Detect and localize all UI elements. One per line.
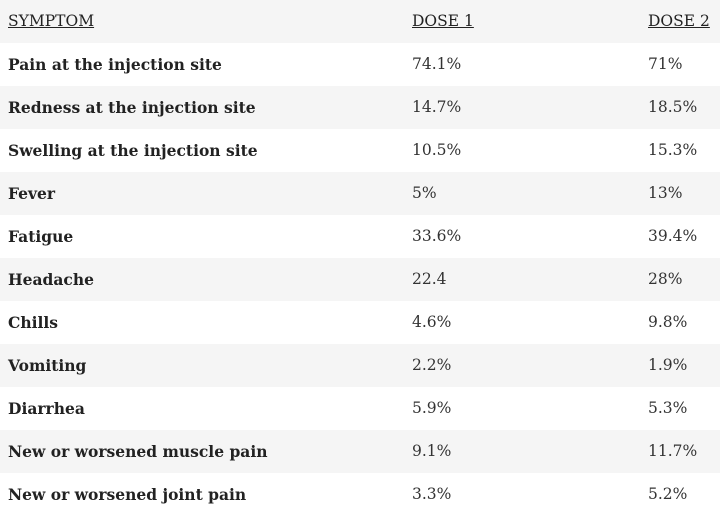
table-row: New or worsened muscle pain 9.1% 11.7% <box>0 430 720 473</box>
dose-2-cell: 9.8% <box>648 312 688 331</box>
symptom-cell: Swelling at the injection site <box>8 140 258 160</box>
header-row: SYMPTOM DOSE 1 DOSE 2 <box>0 0 720 43</box>
dose-2-cell: 5.3% <box>648 398 688 417</box>
dose-1-cell: 5% <box>412 183 437 202</box>
dose-2-cell: 15.3% <box>648 140 698 159</box>
dose-1-cell: 10.5% <box>412 140 462 159</box>
dose-2-cell: 18.5% <box>648 97 698 116</box>
dose-1-cell: 2.2% <box>412 355 452 374</box>
dose-1-cell: 74.1% <box>412 54 462 73</box>
symptom-cell: Fatigue <box>8 226 74 246</box>
symptom-cell: New or worsened muscle pain <box>8 441 268 461</box>
header-dose-2: DOSE 2 <box>648 11 710 30</box>
dose-2-cell: 13% <box>648 183 683 202</box>
symptom-cell: Chills <box>8 312 58 332</box>
dose-1-cell: 22.4 <box>412 269 447 288</box>
dose-2-cell: 71% <box>648 54 683 73</box>
table-row: Swelling at the injection site 10.5% 15.… <box>0 129 720 172</box>
dose-1-cell: 14.7% <box>412 97 462 116</box>
symptom-cell: Fever <box>8 183 56 203</box>
dose-2-cell: 11.7% <box>648 441 698 460</box>
table-row: Headache 22.4 28% <box>0 258 720 301</box>
symptom-cell: Headache <box>8 269 94 289</box>
dose-1-cell: 3.3% <box>412 484 452 503</box>
table-row: Chills 4.6% 9.8% <box>0 301 720 344</box>
dose-2-cell: 39.4% <box>648 226 698 245</box>
table-row: Vomiting 2.2% 1.9% <box>0 344 720 387</box>
dose-1-cell: 4.6% <box>412 312 452 331</box>
table-row: Fever 5% 13% <box>0 172 720 215</box>
table-row: Pain at the injection site 74.1% 71% <box>0 43 720 86</box>
table-row: Diarrhea 5.9% 5.3% <box>0 387 720 430</box>
table-header: SYMPTOM DOSE 1 DOSE 2 <box>0 0 720 43</box>
header-symptom: SYMPTOM <box>8 11 95 30</box>
table-row: Redness at the injection site 14.7% 18.5… <box>0 86 720 129</box>
symptom-cell: Vomiting <box>8 355 87 375</box>
symptom-cell: Diarrhea <box>8 398 85 418</box>
dose-1-cell: 33.6% <box>412 226 462 245</box>
table-row: New or worsened joint pain 3.3% 5.2% <box>0 473 720 516</box>
symptom-cell: Redness at the injection site <box>8 97 256 117</box>
dose-1-cell: 5.9% <box>412 398 452 417</box>
header-dose-1: DOSE 1 <box>412 11 474 30</box>
table-row: Fatigue 33.6% 39.4% <box>0 215 720 258</box>
dose-2-cell: 5.2% <box>648 484 688 503</box>
dose-2-cell: 1.9% <box>648 355 688 374</box>
symptom-cell: Pain at the injection site <box>8 54 222 74</box>
table-body: Pain at the injection site 74.1% 71% Red… <box>0 43 720 516</box>
dose-1-cell: 9.1% <box>412 441 452 460</box>
dose-2-cell: 28% <box>648 269 683 288</box>
symptom-cell: New or worsened joint pain <box>8 484 247 504</box>
